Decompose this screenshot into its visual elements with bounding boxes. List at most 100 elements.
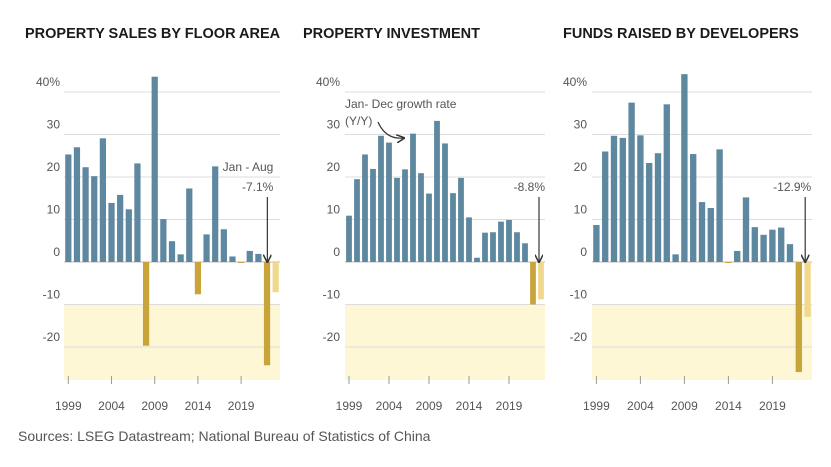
bar-2000 xyxy=(73,147,81,262)
annotation-value: -8.8% xyxy=(514,180,546,194)
bar-2017 xyxy=(751,227,758,262)
y-tick-label: -20 xyxy=(43,330,61,344)
bar-2014 xyxy=(194,262,202,295)
bar-2021 xyxy=(255,253,262,262)
bar-2005 xyxy=(394,177,400,262)
y-tick-label: -10 xyxy=(323,288,341,302)
bar-2016 xyxy=(742,197,750,262)
bar-2007 xyxy=(410,133,416,262)
bar-2016 xyxy=(482,232,488,262)
bar-2017 xyxy=(220,229,227,262)
bar-2018 xyxy=(760,234,767,262)
bar-2020 xyxy=(778,227,785,262)
x-tick-label: 2004 xyxy=(376,399,403,413)
negative-zone-band xyxy=(64,304,280,380)
bar-2001 xyxy=(362,154,368,262)
bar-2004 xyxy=(108,202,115,262)
bar-2013 xyxy=(458,177,464,262)
x-tick-label: 2009 xyxy=(416,399,443,413)
x-tick-label: 2019 xyxy=(496,399,523,413)
negative-zone-band xyxy=(345,304,545,380)
y-tick-label: 40% xyxy=(316,75,340,89)
bar-2002 xyxy=(370,168,376,262)
chart-title: PROPERTY INVESTMENT xyxy=(303,26,480,42)
bar-2006 xyxy=(654,153,662,262)
y-tick-label: 30 xyxy=(47,118,61,132)
bar-2011 xyxy=(698,202,706,262)
bar-2023 xyxy=(272,262,279,293)
bar-2017 xyxy=(490,232,496,262)
bar-2022 xyxy=(530,262,536,305)
bar-1999 xyxy=(593,225,600,262)
bar-2009 xyxy=(151,76,158,262)
y-tick-label: 20 xyxy=(574,160,588,174)
y-tick-label: -10 xyxy=(570,288,588,302)
note-arrow xyxy=(377,121,404,138)
bar-2013 xyxy=(186,188,193,262)
x-tick-label: 2019 xyxy=(228,399,255,413)
bar-2002 xyxy=(619,137,626,262)
bar-2008 xyxy=(418,173,424,262)
bar-2012 xyxy=(450,193,456,262)
note-line-2: (Y/Y) xyxy=(345,114,372,128)
bar-2006 xyxy=(402,169,408,262)
source-note: Sources: LSEG Datastream; National Burea… xyxy=(18,428,431,444)
bar-2007 xyxy=(134,163,141,262)
chart-panel-1: 40% 30 20 10 0 -10 -20 1999 2004 2009 2014 2019 PROP… xyxy=(25,26,281,413)
bar-2004 xyxy=(637,135,644,262)
y-tick-label: 0 xyxy=(580,245,587,259)
bar-2015 xyxy=(203,234,210,262)
bar-2008 xyxy=(672,254,679,262)
negative-zone-band xyxy=(592,304,812,380)
x-tick-label: 2014 xyxy=(715,399,742,413)
bar-2010 xyxy=(160,219,167,262)
chart-panel-3: 40% 30 20 10 0 -10 -20 1999 2004 2009 2014 2019 FUND… xyxy=(563,26,812,413)
bar-2005 xyxy=(117,194,124,262)
bar-2002 xyxy=(91,176,98,262)
bar-2003 xyxy=(628,102,635,262)
y-tick-label: 40% xyxy=(36,75,60,89)
x-tick-label: 2019 xyxy=(759,399,786,413)
bar-2003 xyxy=(99,138,106,262)
bar-2000 xyxy=(602,151,609,262)
bar-2011 xyxy=(442,143,448,262)
annotation-value: -7.1% xyxy=(242,180,274,194)
bar-2012 xyxy=(707,208,714,262)
y-tick-label: 10 xyxy=(574,203,588,217)
y-tick-label: 30 xyxy=(327,118,341,132)
y-tick-label: 40% xyxy=(563,75,587,89)
x-tick-label: 2009 xyxy=(141,399,168,413)
bar-2008 xyxy=(142,262,150,346)
annotation-value: -12.9% xyxy=(773,180,811,194)
bar-2006 xyxy=(125,209,132,262)
bar-2016 xyxy=(212,166,219,262)
note-line-1: Jan- Dec growth rate xyxy=(345,97,457,111)
x-tick-label: 1999 xyxy=(55,399,82,413)
x-tick-label: 2004 xyxy=(627,399,654,413)
y-tick-label: 20 xyxy=(47,160,61,174)
y-tick-label: -20 xyxy=(570,330,588,344)
bar-2015 xyxy=(734,250,741,262)
bar-2023 xyxy=(804,262,811,317)
bar-2014 xyxy=(466,217,472,262)
bar-2010 xyxy=(690,154,697,262)
bar-2021 xyxy=(786,244,794,262)
chart-title: PROPERTY SALES BY FLOOR AREA xyxy=(25,26,281,42)
bar-2020 xyxy=(514,232,520,262)
bar-2004 xyxy=(386,142,392,262)
y-tick-label: -20 xyxy=(323,330,341,344)
x-tick-label: 1999 xyxy=(336,399,363,413)
bar-2022 xyxy=(263,262,271,366)
bar-2019 xyxy=(769,229,776,262)
bar-1999 xyxy=(346,215,352,262)
bar-2000 xyxy=(354,179,360,262)
chart-title: FUNDS RAISED BY DEVELOPERS xyxy=(563,26,799,42)
bar-2018 xyxy=(229,256,236,262)
bar-2012 xyxy=(177,254,184,262)
bar-2023 xyxy=(538,262,544,300)
x-tick-label: 2014 xyxy=(456,399,483,413)
bar-2003 xyxy=(378,135,384,262)
bar-2010 xyxy=(434,120,440,263)
